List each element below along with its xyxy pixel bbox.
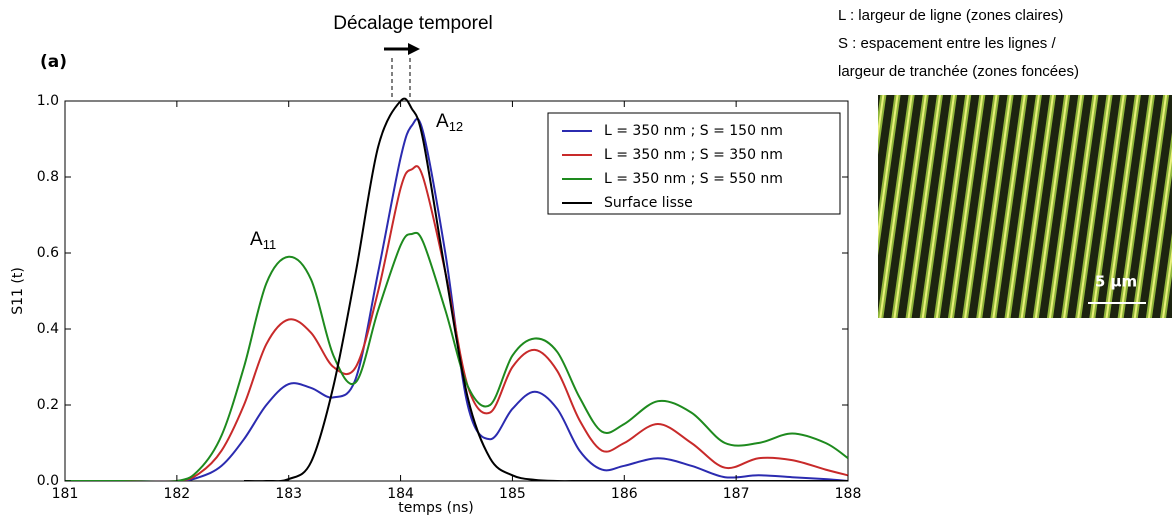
annotation: A11 (250, 229, 276, 252)
scale-bar-label: 5 µm (1095, 273, 1137, 291)
annotation: A12 (436, 111, 463, 134)
plot-area (65, 97, 848, 481)
y-tick-label: 0.6 (37, 245, 59, 261)
x-tick-label: 188 (835, 486, 862, 502)
side-text: L : largeur de ligne (zones claires) (838, 7, 1063, 24)
x-tick-label: 185 (499, 486, 526, 502)
x-tick-label: 182 (163, 486, 190, 502)
x-tick-label: 181 (52, 486, 79, 502)
shift-arrow-head (408, 43, 420, 55)
annotation-text: A (436, 111, 449, 132)
series-line (243, 97, 848, 481)
annotation-text: A (250, 229, 263, 250)
plot-frame (64, 100, 849, 482)
legend (547, 112, 841, 215)
micrograph (878, 95, 1172, 318)
legend-label: L = 350 nm ; S = 550 nm (604, 171, 783, 187)
series-line (65, 231, 848, 481)
series-line (65, 117, 848, 481)
y-tick-label: 0.2 (37, 397, 59, 413)
annotation-sub: 12 (449, 119, 463, 134)
annotation-sub: 11 (263, 237, 277, 252)
legend-label: L = 350 nm ; S = 150 nm (604, 123, 783, 139)
panel-label: (a) (40, 52, 67, 72)
y-tick-label: 0.4 (37, 321, 59, 337)
legend-label: L = 350 nm ; S = 350 nm (604, 147, 783, 163)
x-tick-label: 187 (723, 486, 750, 502)
x-tick-label: 183 (275, 486, 302, 502)
legend-label: Surface lisse (604, 195, 693, 211)
chart-title: Décalage temporel (333, 13, 492, 34)
y-tick-label: 0.8 (37, 169, 59, 185)
x-tick-label: 186 (611, 486, 638, 502)
y-tick-label: 0.0 (37, 473, 59, 489)
y-tick-label: 1.0 (37, 93, 59, 109)
side-text: largeur de tranchée (zones foncées) (838, 63, 1079, 80)
y-axis-label: S11 (t) (10, 267, 26, 315)
x-axis-label: temps (ns) (398, 500, 473, 516)
side-text: S : espacement entre les lignes / (838, 35, 1056, 52)
x-tick-label: 184 (387, 486, 414, 502)
